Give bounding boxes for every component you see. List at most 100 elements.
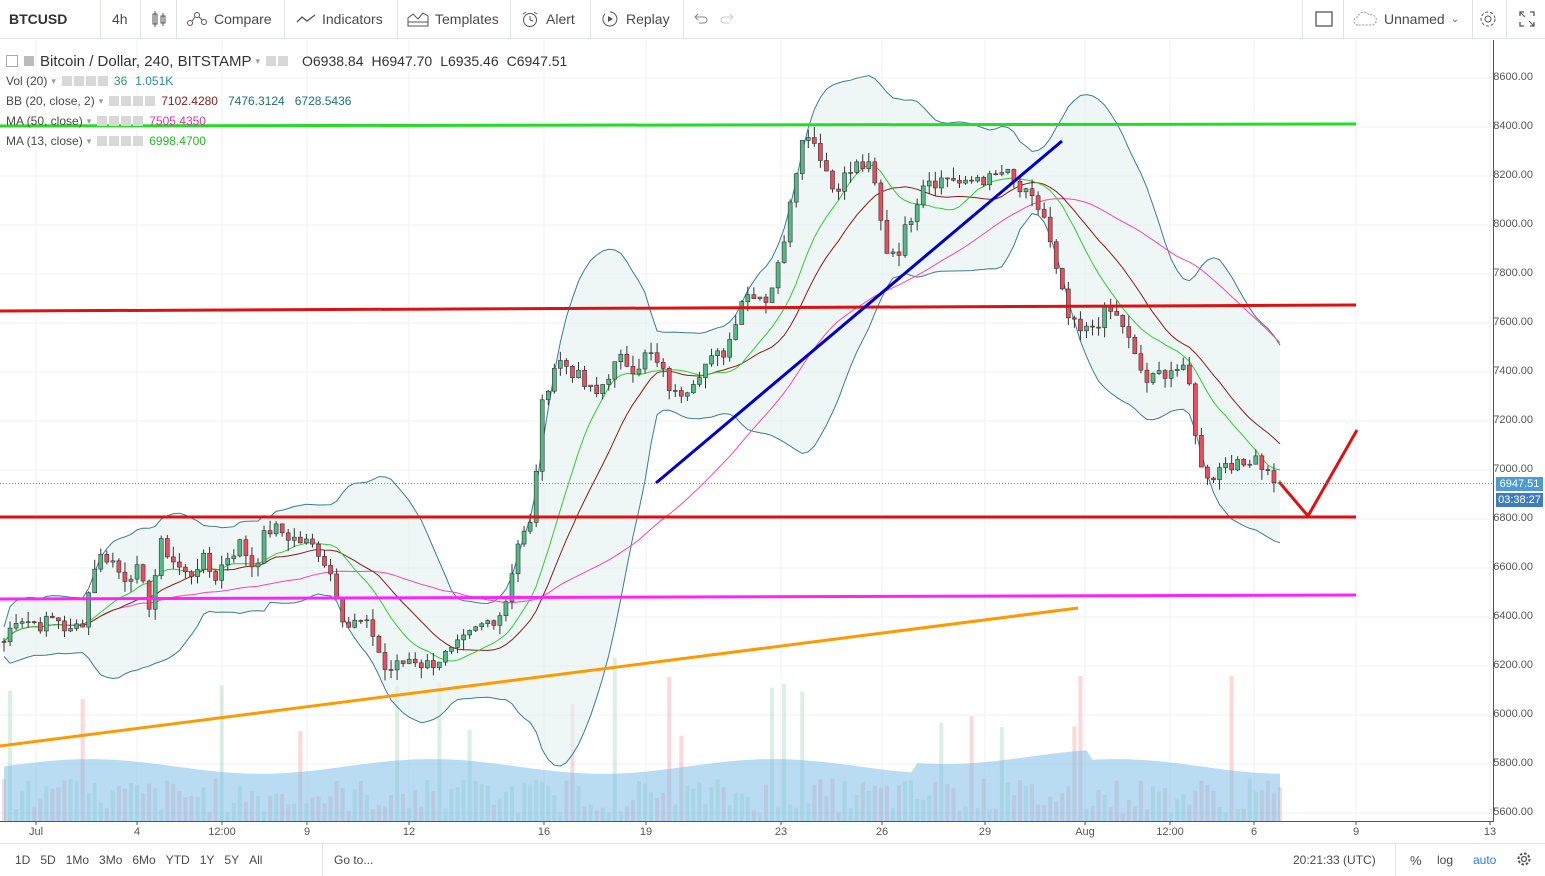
- symbol-search[interactable]: BTCUSD: [9, 0, 67, 38]
- candle-body: [1029, 188, 1035, 197]
- candle-body: [1126, 326, 1132, 338]
- price-tick-label: 7000.00: [1493, 463, 1533, 475]
- ma50-label: MA (50, close): [6, 114, 83, 128]
- legend-bb-row[interactable]: BB (20, close, 2) ▾ 7102.4280 7476.3124 …: [6, 92, 351, 110]
- candle-body: [68, 628, 73, 632]
- settings-button[interactable]: [1478, 0, 1498, 38]
- candle-body: [830, 170, 835, 190]
- legend-close: C6947.51: [506, 53, 568, 69]
- candle-body: [763, 296, 769, 303]
- candle-body: [624, 353, 630, 367]
- candle-body: [134, 564, 140, 580]
- collapse-legend-icon[interactable]: [6, 55, 18, 67]
- goto-button[interactable]: Go to...: [334, 844, 373, 876]
- legend-ma50-row[interactable]: MA (50, close) ▾ 7505.4350: [6, 112, 206, 130]
- range-5y-button[interactable]: 5Y: [224, 853, 240, 867]
- range-5d-button[interactable]: 5D: [40, 853, 56, 867]
- indicator-buttons[interactable]: [97, 116, 144, 126]
- volume-bars: [2, 657, 1282, 821]
- time-tick-label: Aug: [1075, 826, 1095, 838]
- clock[interactable]: 20:21:33 (UTC): [1293, 844, 1376, 876]
- candle-body: [1041, 209, 1047, 218]
- bb-lower-value: 6728.5436: [294, 94, 352, 108]
- chevron-down-icon[interactable]: ▾: [255, 55, 260, 66]
- legend-buttons[interactable]: [266, 56, 288, 66]
- undo-button[interactable]: [692, 0, 708, 38]
- gear-icon: [1516, 851, 1532, 870]
- vol-label: Vol (20): [6, 74, 48, 88]
- candle-body: [140, 564, 146, 582]
- indicator-buttons[interactable]: [61, 76, 108, 86]
- indicators-button[interactable]: Indicators: [296, 0, 383, 38]
- indicator-buttons[interactable]: [97, 136, 144, 146]
- range-1y-button[interactable]: 1Y: [199, 853, 215, 867]
- range-ytd-button[interactable]: YTD: [165, 853, 190, 867]
- candle-body: [703, 363, 708, 378]
- candle-body: [195, 569, 200, 577]
- candle-body: [1017, 180, 1023, 193]
- user-drawings[interactable]: [0, 122, 1359, 748]
- layout-menu-button[interactable]: Unnamed ⌄: [1352, 0, 1459, 38]
- legend-vol-row[interactable]: Vol (20) ▾ 36 1.051K: [6, 72, 173, 90]
- price-tick-label: 8600.00: [1493, 71, 1533, 83]
- date-range-buttons[interactable]: 1D 5D 1Mo 3Mo 6Mo YTD 1Y 5Y All: [10, 844, 267, 876]
- compare-button[interactable]: Compare: [186, 0, 272, 38]
- candle-body: [467, 630, 472, 636]
- replay-button[interactable]: Replay: [600, 0, 670, 38]
- candle-body: [1162, 370, 1168, 379]
- magenta-support-line: [0, 593, 1357, 601]
- candle-body: [824, 160, 829, 172]
- candle-body: [231, 555, 237, 559]
- time-tick-label: Jul: [28, 826, 44, 838]
- templates-button[interactable]: Templates: [407, 0, 499, 38]
- candle-body: [1072, 317, 1077, 320]
- candle-body: [310, 538, 315, 545]
- range-all-button[interactable]: All: [249, 853, 263, 867]
- candle-body: [751, 294, 757, 299]
- candle-body: [237, 539, 243, 557]
- volume-bar: [395, 685, 400, 821]
- candle-body: [261, 530, 267, 564]
- candle-body: [13, 623, 19, 629]
- candle-body: [346, 621, 352, 628]
- range-6mo-button[interactable]: 6Mo: [132, 853, 156, 867]
- percent-toggle[interactable]: %: [1410, 844, 1422, 876]
- candle-body: [304, 538, 309, 544]
- scale-settings-button[interactable]: [1516, 844, 1532, 876]
- ma13-value: 6998.4700: [149, 134, 206, 148]
- range-1d-button[interactable]: 1D: [15, 853, 31, 867]
- volume-bar: [667, 676, 672, 821]
- ma13-label: MA (13, close): [6, 134, 83, 148]
- auto-label: auto: [1473, 853, 1497, 867]
- candle-body: [527, 522, 533, 532]
- range-1mo-button[interactable]: 1Mo: [65, 853, 90, 867]
- candle-body: [437, 661, 442, 668]
- candle-body: [376, 636, 382, 653]
- volume-bar: [1078, 676, 1083, 821]
- candle-body: [957, 179, 962, 184]
- log-toggle[interactable]: log: [1437, 844, 1453, 876]
- bb-basis-line: [3, 181, 1281, 651]
- replay-icon: [600, 10, 620, 28]
- bb-basis-value: 7102.4280: [161, 94, 218, 108]
- price-chart[interactable]: [0, 40, 1545, 825]
- fullscreen-toggle-button[interactable]: [1314, 0, 1334, 38]
- candle-body: [775, 262, 781, 289]
- vol-value-2: 1.051K: [135, 74, 174, 88]
- chart-style-button[interactable]: [150, 0, 168, 38]
- symbol-label: BTCUSD: [9, 11, 68, 27]
- legend-ma13-row[interactable]: MA (13, close) ▾ 6998.4700: [6, 132, 206, 150]
- auto-toggle[interactable]: auto: [1473, 844, 1496, 876]
- range-3mo-button[interactable]: 3Mo: [99, 853, 123, 867]
- interval-button[interactable]: 4h: [112, 0, 128, 38]
- candle-body: [1005, 169, 1011, 173]
- redo-button[interactable]: [720, 0, 736, 38]
- indicator-buttons[interactable]: [109, 96, 156, 106]
- alert-button[interactable]: Alert: [520, 0, 575, 38]
- fullscreen-button[interactable]: [1518, 0, 1536, 38]
- candle-body: [975, 177, 980, 182]
- replay-label: Replay: [626, 11, 670, 27]
- candle-body: [370, 619, 376, 637]
- candle-body: [110, 560, 116, 563]
- price-tick-label: 6600.00: [1493, 561, 1533, 573]
